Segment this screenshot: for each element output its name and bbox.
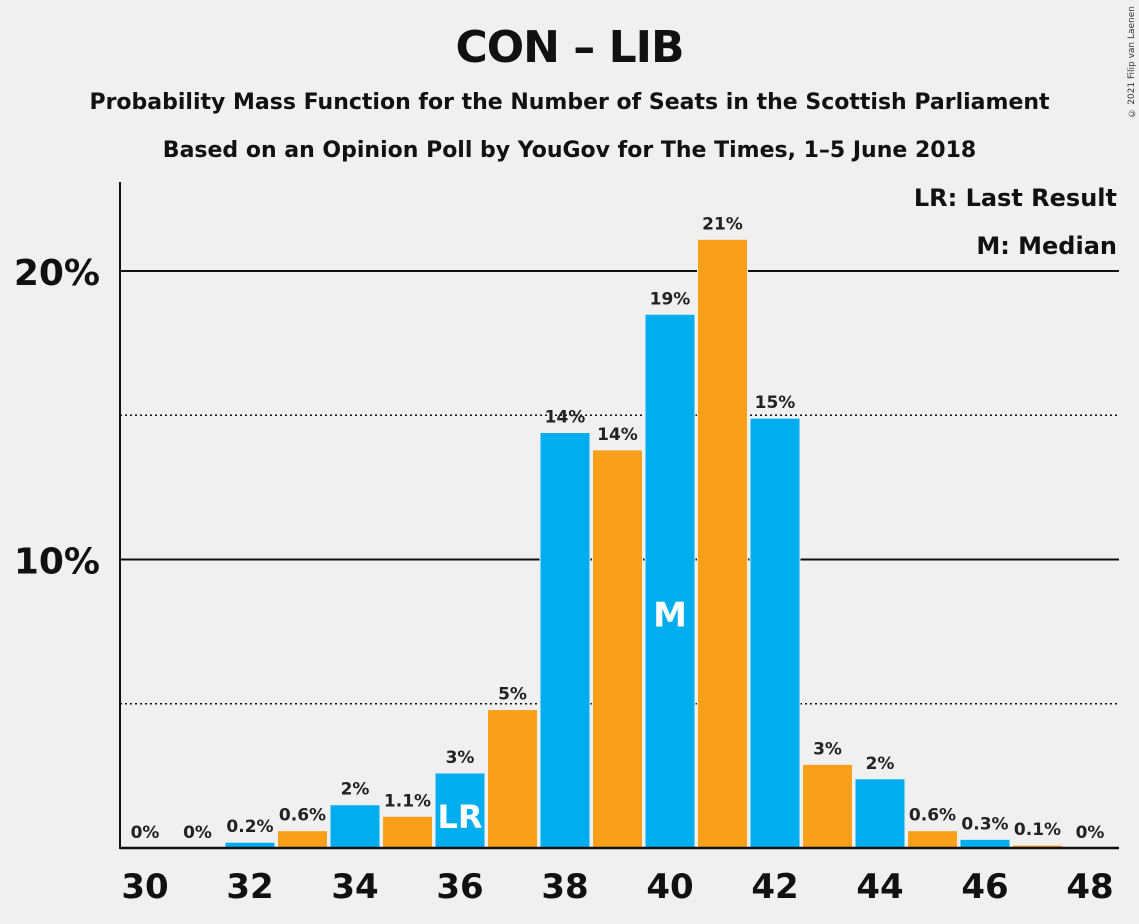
bar-40 bbox=[644, 313, 696, 849]
bar-value-label-33: 0.6% bbox=[279, 806, 326, 826]
chart-subtitle-source: Based on an Opinion Poll by YouGov for T… bbox=[162, 138, 977, 163]
x-tick-label-36: 36 bbox=[436, 867, 483, 907]
bar-value-label-30: 0% bbox=[131, 823, 160, 843]
bar-value-label-38: 14% bbox=[545, 408, 586, 428]
bar-43 bbox=[802, 763, 853, 849]
bar-value-label-36: 3% bbox=[446, 748, 475, 768]
x-tick-label-38: 38 bbox=[541, 867, 588, 907]
bar-37 bbox=[487, 709, 538, 849]
bar-46 bbox=[959, 838, 1011, 849]
chart-title: CON – LIB bbox=[455, 22, 684, 73]
x-tick-label-30: 30 bbox=[121, 867, 168, 907]
y-tick-label-10: 10% bbox=[14, 542, 100, 583]
bar-44 bbox=[854, 778, 906, 849]
bar-value-label-40: 19% bbox=[650, 289, 691, 309]
bar-value-label-35: 1.1% bbox=[384, 791, 431, 811]
x-tick-label-32: 32 bbox=[226, 867, 273, 907]
bar-value-label-31: 0% bbox=[183, 823, 212, 843]
bar-value-label-37: 5% bbox=[498, 685, 527, 705]
legend-median: M: Median bbox=[976, 232, 1117, 260]
bar-value-label-32: 0.2% bbox=[226, 817, 273, 837]
bar-value-label-43: 3% bbox=[813, 739, 842, 759]
legend-last-result: LR: Last Result bbox=[913, 184, 1117, 212]
bar-34 bbox=[329, 804, 381, 849]
bar-value-label-41: 21% bbox=[702, 214, 743, 234]
bar-value-label-47: 0.1% bbox=[1014, 820, 1061, 840]
bar-value-label-44: 2% bbox=[866, 754, 895, 774]
bar-39 bbox=[592, 449, 643, 849]
bar-value-label-46: 0.3% bbox=[961, 814, 1008, 834]
chart-subtitle-poll-type: Probability Mass Function for the Number… bbox=[89, 90, 1050, 115]
bar-35 bbox=[382, 815, 433, 849]
x-tick-label-40: 40 bbox=[646, 867, 693, 907]
bar-42 bbox=[749, 417, 801, 849]
x-tick-label-44: 44 bbox=[856, 867, 903, 907]
bar-value-label-34: 2% bbox=[341, 780, 370, 800]
last-result-marker: LR bbox=[437, 798, 482, 836]
bar-38 bbox=[539, 432, 591, 849]
x-tick-label-42: 42 bbox=[751, 867, 798, 907]
bar-41 bbox=[697, 238, 748, 849]
x-tick-label-46: 46 bbox=[961, 867, 1008, 907]
y-tick-label-20: 20% bbox=[14, 253, 100, 294]
median-marker: M bbox=[653, 595, 687, 635]
x-tick-label-48: 48 bbox=[1066, 867, 1113, 907]
bar-value-label-39: 14% bbox=[597, 425, 638, 445]
x-tick-label-34: 34 bbox=[331, 867, 378, 907]
bar-value-label-45: 0.6% bbox=[909, 806, 956, 826]
bar-33 bbox=[277, 830, 328, 849]
bar-36 bbox=[434, 772, 486, 849]
bar-value-label-48: 0% bbox=[1076, 823, 1105, 843]
bar-value-label-42: 15% bbox=[755, 393, 796, 413]
bar-45 bbox=[907, 830, 958, 849]
